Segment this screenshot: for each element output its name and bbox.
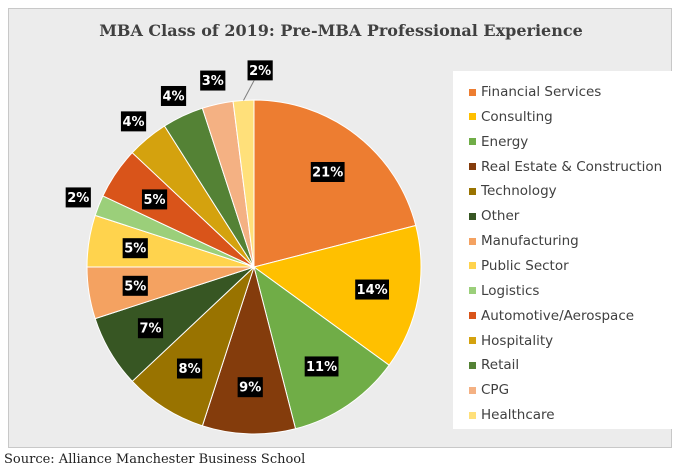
legend-label: Public Sector xyxy=(481,257,569,274)
legend-swatch xyxy=(469,187,476,195)
data-label-text: 3% xyxy=(202,74,224,89)
data-label-text: 14% xyxy=(357,283,388,298)
data-label-text: 2% xyxy=(67,191,89,206)
pie-slice-consulting xyxy=(252,224,422,366)
legend-swatch xyxy=(469,386,476,394)
pie-slice-energy xyxy=(253,265,390,430)
data-label: 21% xyxy=(310,161,345,182)
data-label: 14% xyxy=(355,279,390,300)
legend-item: Public Sector xyxy=(469,257,569,275)
legend-swatch xyxy=(469,337,476,344)
data-label: 3% xyxy=(200,70,226,91)
data-label-text: 8% xyxy=(179,362,201,377)
data-label-text: 4% xyxy=(122,115,144,130)
legend-swatch xyxy=(469,312,476,320)
legend-item: Logistics xyxy=(469,282,539,300)
data-label: 5% xyxy=(122,275,148,296)
data-label-text: 9% xyxy=(239,381,261,396)
pie-slice-real-estate-construction xyxy=(201,265,297,435)
pie-slice-healthcare xyxy=(232,99,255,268)
chart-frame: MBA Class of 2019: Pre-MBA Professional … xyxy=(8,8,673,448)
legend-item: Energy xyxy=(469,133,528,151)
data-label-text: 2% xyxy=(249,64,271,79)
legend: Financial Services Consulting Energy Real E… xyxy=(453,71,673,429)
legend-item: Automotive/Aerospace xyxy=(469,307,634,325)
chart-title: MBA Class of 2019: Pre-MBA Professional … xyxy=(99,21,583,40)
pie-slice-financial-services xyxy=(253,99,417,268)
legend-item: Technology xyxy=(469,182,557,200)
data-label: 4% xyxy=(120,111,147,132)
legend-label: Manufacturing xyxy=(481,233,579,250)
legend-label: Financial Services xyxy=(481,84,602,100)
data-label-text: 5% xyxy=(144,193,166,208)
data-label: 7% xyxy=(137,318,164,339)
legend-swatch xyxy=(469,287,476,295)
legend-swatch xyxy=(469,138,476,146)
legend-swatch xyxy=(469,163,476,171)
legend-item: Financial Services xyxy=(469,83,601,101)
legend-swatch xyxy=(469,212,476,220)
legend-label: Logistics xyxy=(481,282,540,299)
legend-item: Real Estate & Construction xyxy=(469,158,662,176)
data-label: 11% xyxy=(304,356,339,377)
data-label: 2% xyxy=(247,60,273,81)
legend-item: Retail xyxy=(469,356,519,374)
data-label: 5% xyxy=(122,238,148,259)
data-label: 5% xyxy=(141,189,168,210)
legend-item: CPG xyxy=(469,381,509,399)
legend-item: Healthcare xyxy=(469,406,555,424)
legend-swatch xyxy=(469,262,476,270)
data-label: 8% xyxy=(176,358,203,379)
pie-chart: 21% 14% 11% 9% 8% 7% 5% 5% 2% 5% 4% 4% 3% 2% xyxy=(65,60,422,435)
legend-swatch xyxy=(469,411,476,419)
data-label-text: 4% xyxy=(162,89,184,104)
legend-swatch xyxy=(469,361,476,369)
data-label-text: 7% xyxy=(139,322,161,337)
data-label-text: 11% xyxy=(306,360,337,375)
legend-item: Manufacturing xyxy=(469,232,579,250)
legend-label: Real Estate & Construction xyxy=(481,158,663,175)
legend-swatch xyxy=(469,113,476,121)
legend-swatch xyxy=(469,237,476,245)
legend-label: Energy xyxy=(481,133,529,150)
legend-label: Automotive/Aerospace xyxy=(481,307,635,324)
legend-label: CPG xyxy=(481,382,510,399)
legend-swatch xyxy=(469,88,476,96)
data-label: 9% xyxy=(237,377,263,398)
legend-item: Consulting xyxy=(469,108,553,126)
data-label-text: 21% xyxy=(312,165,343,180)
legend-item: Hospitality xyxy=(469,332,553,350)
legend-label: Retail xyxy=(481,357,520,374)
leader-line xyxy=(243,80,255,101)
legend-label: Other xyxy=(481,208,520,225)
legend-item: Other xyxy=(469,207,519,225)
source-note: Source: Alliance Manchester Business Sch… xyxy=(4,452,306,467)
data-label: 4% xyxy=(160,85,187,106)
data-label-text: 5% xyxy=(124,242,146,257)
legend-label: Hospitality xyxy=(481,332,554,349)
data-label-text: 5% xyxy=(124,279,146,294)
data-label: 2% xyxy=(65,187,91,208)
legend-label: Healthcare xyxy=(481,407,555,424)
legend-label: Technology xyxy=(481,183,557,200)
legend-label: Consulting xyxy=(481,108,553,125)
